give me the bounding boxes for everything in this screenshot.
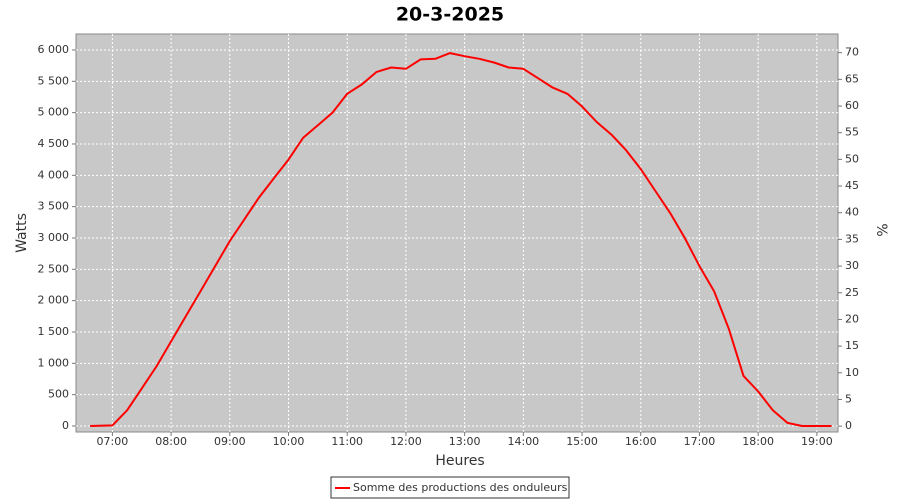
x-tick-label: 08:00 — [155, 435, 187, 448]
x-tick-label: 12:00 — [390, 435, 422, 448]
y-tick-label: 0 — [62, 419, 69, 432]
y2-tick-label: 60 — [845, 99, 859, 112]
x-axis-label: Heures — [435, 453, 484, 469]
x-tick-label: 17:00 — [684, 435, 716, 448]
y-tick-label: 4 500 — [38, 137, 70, 150]
y2-axis-label: % — [873, 223, 889, 236]
y-tick-label: 1 500 — [38, 325, 70, 338]
y2-tick-label: 45 — [845, 179, 859, 192]
legend: Somme des productions des onduleurs — [330, 476, 570, 499]
y2-tick-label: 25 — [845, 286, 859, 299]
y2-tick-label: 0 — [845, 419, 852, 432]
y2-tick-label: 5 — [845, 392, 852, 405]
legend-box — [330, 476, 570, 499]
y-tick-label: 3 000 — [38, 231, 70, 244]
y-tick-label: 3 500 — [38, 200, 70, 213]
legend-label: Somme des productions des onduleurs — [353, 481, 568, 494]
x-tick-label: 15:00 — [566, 435, 598, 448]
x-tick-label: 19:00 — [801, 435, 833, 448]
chart-title: 20-3-2025 — [396, 4, 504, 26]
x-tick-label: 07:00 — [97, 435, 129, 448]
y2-tick-label: 65 — [845, 72, 859, 85]
x-tick-label: 11:00 — [331, 435, 363, 448]
y2-tick-label: 50 — [845, 152, 859, 165]
x-tick-label: 16:00 — [625, 435, 657, 448]
y2-tick-label: 10 — [845, 366, 859, 379]
y2-tick-label: 30 — [845, 259, 859, 272]
x-tick-label: 09:00 — [214, 435, 246, 448]
y-tick-label: 4 000 — [38, 168, 70, 181]
y-tick-label: 6 000 — [38, 43, 70, 56]
y2-tick-label: 40 — [845, 206, 859, 219]
x-tick-label: 18:00 — [742, 435, 774, 448]
y-tick-label: 1 000 — [38, 356, 70, 369]
line-series — [90, 52, 832, 427]
y-tick-label: 2 000 — [38, 294, 70, 307]
y-tick-label: 2 500 — [38, 262, 70, 275]
y2-tick-label: 15 — [845, 339, 859, 352]
y-tick-label: 5 500 — [38, 74, 70, 87]
plot-area — [75, 33, 839, 433]
x-tick-label: 14:00 — [507, 435, 539, 448]
x-tick-label: 10:00 — [273, 435, 305, 448]
y2-tick-label: 55 — [845, 126, 859, 139]
y2-tick-label: 20 — [845, 312, 859, 325]
x-tick-label: 13:00 — [449, 435, 481, 448]
y-tick-label: 5 000 — [38, 106, 70, 119]
y-axis-label: Watts — [14, 213, 30, 253]
y-tick-label: 500 — [48, 388, 69, 401]
y2-tick-label: 35 — [845, 232, 859, 245]
y2-tick-label: 70 — [845, 46, 859, 59]
